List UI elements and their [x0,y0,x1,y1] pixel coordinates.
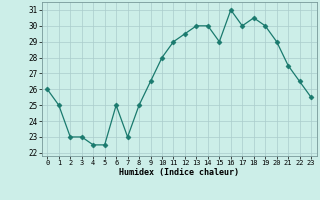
X-axis label: Humidex (Indice chaleur): Humidex (Indice chaleur) [119,168,239,177]
